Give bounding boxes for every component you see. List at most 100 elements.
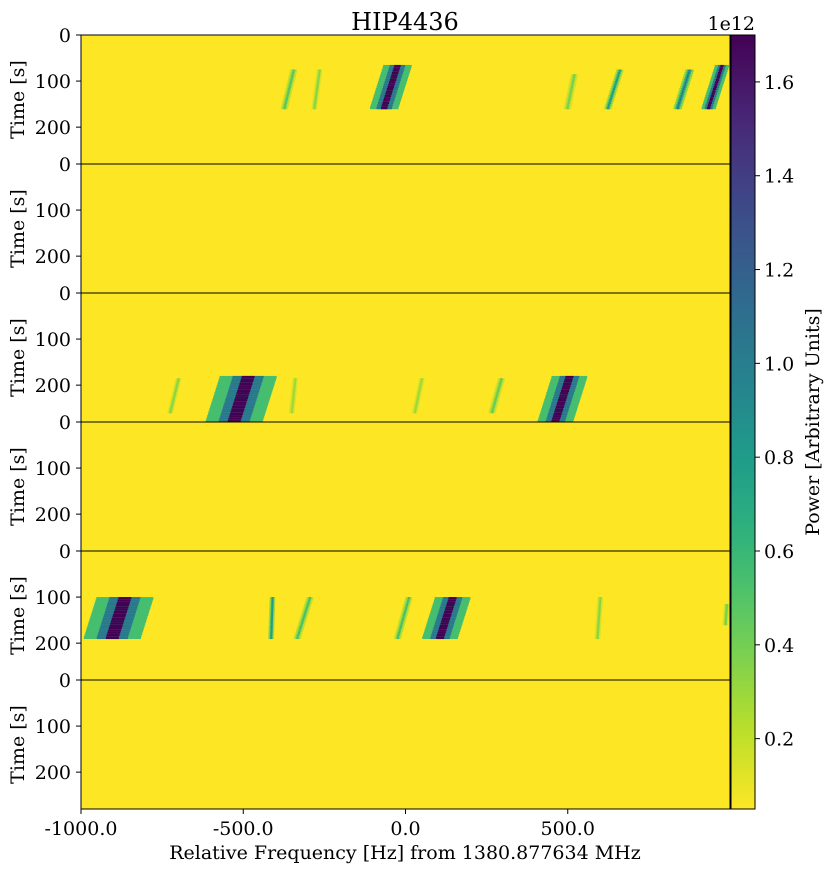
signal-core — [233, 401, 247, 405]
signal-core — [400, 624, 403, 628]
signal-core — [271, 603, 274, 607]
signal-core — [271, 606, 274, 610]
signal-core — [609, 99, 612, 103]
signal-core — [388, 83, 395, 87]
signal-core — [285, 99, 288, 103]
signal-core — [678, 99, 681, 103]
signal-core — [238, 385, 252, 388]
panel-background — [81, 422, 730, 551]
colorbar-label: Power [Arbitrary Units] — [802, 308, 824, 536]
signal-core — [597, 627, 600, 630]
signal-core — [553, 412, 562, 416]
signal-core — [271, 608, 274, 612]
signal-core — [614, 83, 617, 87]
signal-core — [441, 617, 451, 621]
signal-core — [618, 71, 621, 75]
signal-core — [718, 69, 723, 73]
signal-core — [288, 87, 291, 91]
signal-core — [291, 408, 294, 411]
signal-core — [725, 610, 728, 614]
signal-core — [617, 74, 620, 77]
signal-core — [567, 104, 570, 107]
y-tick-label: 200 — [35, 117, 71, 139]
signal-core — [305, 608, 308, 612]
signal-core — [496, 392, 499, 395]
y-tick-label: 0 — [59, 154, 71, 176]
signal-core — [285, 97, 288, 100]
x-axis-label: Relative Frequency [Hz] from 1380.877634… — [169, 842, 641, 864]
signal-core — [597, 624, 600, 628]
signal-core — [176, 380, 179, 384]
signal-core — [405, 603, 408, 607]
signal-core — [497, 389, 500, 393]
signal-core — [105, 636, 119, 640]
signal-core — [287, 92, 290, 96]
signal-core — [237, 387, 251, 391]
signal-core — [315, 94, 318, 98]
signal-core — [108, 627, 122, 630]
signal-core — [315, 90, 318, 94]
signal-core — [405, 606, 408, 610]
signal-core — [171, 403, 174, 407]
signal-core — [318, 74, 321, 77]
signal-core — [397, 633, 400, 637]
signal-core — [227, 419, 241, 423]
signal-core — [291, 405, 294, 409]
signal-core — [298, 631, 301, 635]
signal-core — [237, 389, 251, 393]
signal-core — [611, 92, 614, 96]
signal-core — [676, 106, 679, 110]
signal-core — [420, 380, 423, 384]
signal-core — [384, 94, 392, 98]
drifting-signal — [83, 597, 154, 640]
signal-core — [286, 94, 289, 98]
drifting-signal — [422, 597, 471, 640]
signal-core — [385, 92, 392, 96]
drifting-signal — [280, 69, 298, 110]
signal-core — [414, 410, 417, 414]
signal-core — [270, 627, 273, 630]
signal-core — [270, 624, 273, 628]
signal-core — [396, 636, 399, 640]
signal-core — [393, 67, 400, 71]
signal-core — [234, 398, 248, 402]
signal-core — [439, 624, 448, 628]
signal-core — [391, 71, 399, 75]
signal-core — [381, 106, 388, 110]
signal-core — [382, 101, 389, 105]
signal-core — [170, 405, 173, 409]
signal-core — [316, 87, 319, 91]
signal-core — [419, 382, 422, 386]
signal-core — [402, 615, 405, 619]
colorbar: 0.2 0.4 0.6 0.8 1.0 1.2 1.4 1.6 1e12 Power [Arbit… — [707, 13, 824, 810]
signal-core — [552, 417, 561, 421]
signal-core — [613, 87, 616, 91]
signal-core — [172, 398, 175, 402]
signal-core — [400, 622, 403, 626]
signal-core — [302, 617, 305, 621]
colorbar-tick-label: 1.2 — [764, 260, 794, 282]
signal-core — [418, 387, 421, 391]
signal-core — [725, 603, 728, 607]
signal-core — [568, 99, 571, 103]
signal-core — [175, 385, 178, 388]
drifting-signal — [293, 597, 314, 640]
signal-core — [317, 81, 320, 84]
signal-core — [172, 396, 175, 400]
signal-core — [598, 606, 601, 610]
colorbar-gradient — [730, 34, 756, 810]
signal-core — [108, 629, 122, 633]
signal-core — [711, 92, 715, 96]
signal-core — [398, 629, 401, 633]
signal-core — [407, 599, 410, 603]
signal-core — [386, 90, 393, 94]
signal-core — [497, 387, 500, 391]
signal-core — [708, 101, 712, 105]
y-tick-label: 200 — [35, 633, 71, 655]
signal-core — [607, 104, 610, 107]
signal-core — [613, 85, 616, 89]
signal-core — [494, 398, 497, 402]
signal-core — [552, 415, 562, 418]
signal-core — [558, 396, 567, 400]
signal-core — [175, 387, 178, 391]
